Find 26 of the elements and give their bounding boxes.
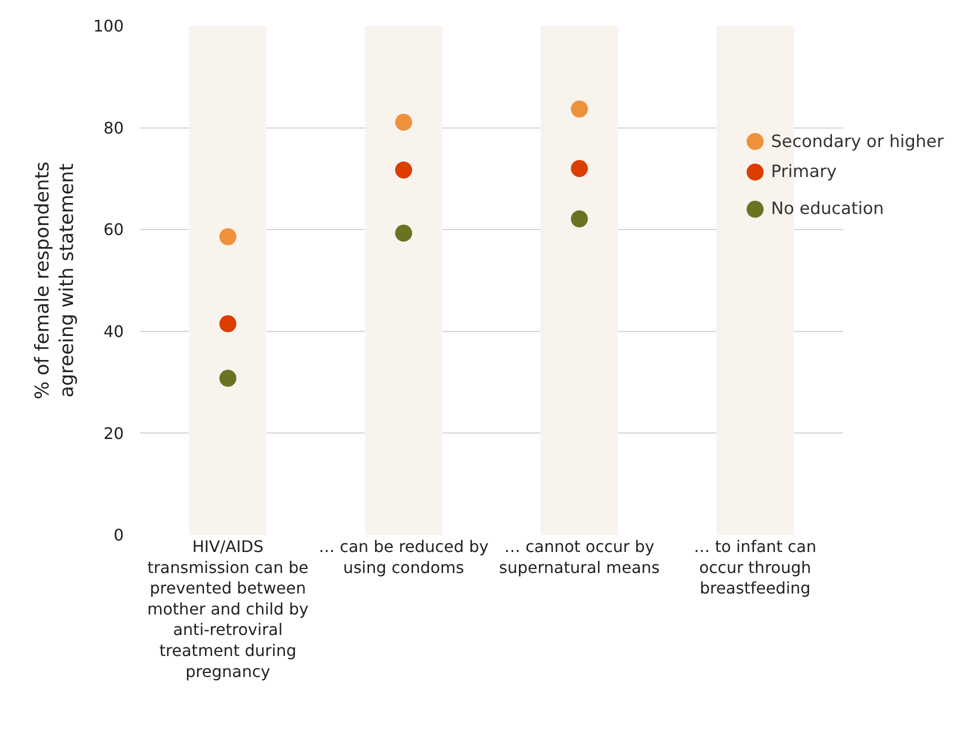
x-tick-label: HIV/AIDS transmission can be prevented between mother and child by anti-retroviral treatment during pregnancy bbox=[147, 537, 308, 681]
y-axis-title: % of female respondents agreeing with statement bbox=[31, 162, 78, 400]
x-tick-label: … cannot occur by supernatural means bbox=[498, 537, 660, 577]
point bbox=[219, 370, 236, 387]
point bbox=[395, 114, 412, 131]
x-tick-label: … can be reduced by using condoms bbox=[318, 537, 489, 577]
point bbox=[570, 210, 588, 228]
point bbox=[395, 224, 412, 242]
point bbox=[570, 160, 588, 178]
point bbox=[219, 228, 236, 246]
point bbox=[746, 133, 764, 150]
y-tick-label: 80 bbox=[103, 118, 124, 138]
x-tick-label: … to infant can occur through breastfeeding bbox=[694, 537, 816, 598]
y-tick-label: 0 bbox=[114, 526, 124, 545]
y-tick-label: 100 bbox=[93, 16, 124, 36]
series-label: No education bbox=[771, 199, 884, 219]
point bbox=[746, 200, 764, 218]
y-tick-label: 60 bbox=[103, 220, 124, 240]
point bbox=[395, 162, 412, 179]
series-label: Primary bbox=[771, 162, 837, 182]
point bbox=[219, 315, 236, 332]
y-tick-label: 20 bbox=[103, 424, 124, 443]
point bbox=[746, 164, 764, 181]
series-label: Secondary or higher bbox=[771, 132, 944, 152]
y-tick-label: 40 bbox=[103, 322, 124, 341]
point bbox=[570, 100, 588, 118]
